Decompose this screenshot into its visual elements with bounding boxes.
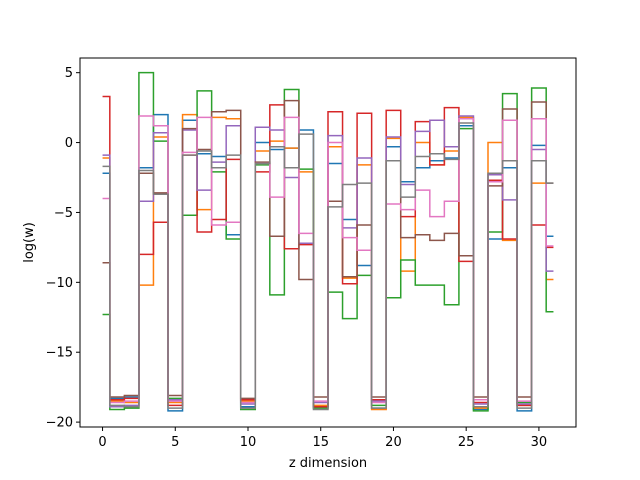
y-axis-label: log(w) [22,222,37,263]
x-axis-ticks: 0 5 10 15 20 25 30 [98,427,547,450]
y-tick-label: 0 [65,136,73,151]
x-tick-label: 15 [312,435,329,450]
x-tick-label: 10 [240,435,257,450]
x-tick-label: 0 [98,435,106,450]
x-tick-label: 5 [171,435,179,450]
x-axis-label: z dimension [289,456,367,471]
plot-frame [79,57,577,428]
series-line-8 [102,122,554,411]
x-tick-label: 30 [531,435,548,450]
y-tick-label: 5 [65,66,73,81]
y-tick-label: −5 [54,206,73,221]
y-axis-ticks: 5 0 −5 −10 −15 −20 [46,66,80,431]
x-tick-label: 20 [385,435,402,450]
y-tick-label: −10 [46,276,73,291]
y-tick-label: −20 [46,416,73,431]
y-tick-label: −15 [46,346,73,361]
series-layer [102,71,554,412]
x-tick-label: 25 [458,435,475,450]
